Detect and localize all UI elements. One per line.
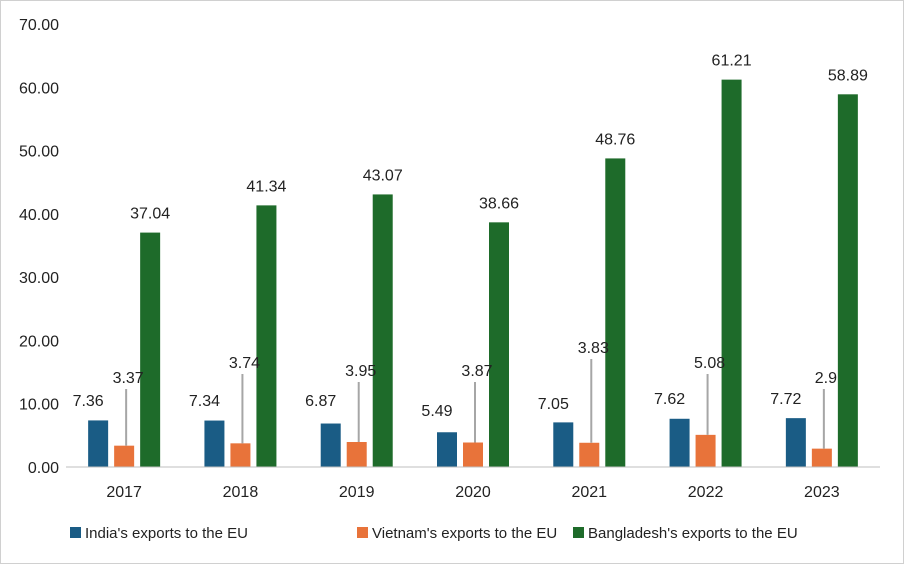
- data-label-india: 7.72: [770, 391, 801, 408]
- bar-vietnam: [695, 434, 716, 467]
- bar-india: [553, 422, 574, 467]
- bar-vietnam: [579, 442, 600, 467]
- bar-india: [669, 418, 690, 467]
- data-label-vietnam: 3.74: [229, 355, 260, 372]
- legend-label: Vietnam's exports to the EU: [372, 525, 557, 542]
- bar-bangladesh: [489, 222, 509, 467]
- data-label-bangladesh: 61.21: [712, 53, 752, 70]
- bar-vietnam: [811, 448, 832, 467]
- bar-india: [437, 432, 457, 467]
- data-label-vietnam: 3.83: [578, 340, 609, 357]
- x-axis: 2017 2018 2019 2020 2021 2022 2023: [106, 484, 839, 501]
- data-label-bangladesh: 58.89: [828, 67, 868, 84]
- bar-bangladesh: [372, 194, 393, 468]
- bar-vietnam: [346, 442, 367, 467]
- bar-india: [320, 423, 341, 467]
- data-label-bangladesh: 43.07: [363, 167, 403, 184]
- y-tick-label: 20.00: [19, 333, 59, 350]
- x-tick-label: 2018: [223, 484, 259, 501]
- data-label-bangladesh: 38.66: [479, 195, 519, 212]
- bar-vietnam: [114, 445, 135, 467]
- y-tick-label: 50.00: [19, 144, 59, 161]
- bar-bangladesh: [256, 205, 277, 467]
- y-tick-label: 40.00: [19, 207, 59, 224]
- data-labels: 7.36 3.37 37.04 7.34 3.74 41.34 6.87 3.95 43.07 5…: [73, 53, 868, 420]
- y-tick-label: 0.00: [28, 460, 59, 477]
- data-label-india: 6.87: [305, 393, 336, 410]
- bar-vietnam: [230, 443, 251, 467]
- legend-swatch: [357, 527, 368, 538]
- x-tick-label: 2019: [339, 484, 375, 501]
- bar-vietnam: [463, 442, 483, 467]
- data-label-india: 7.36: [73, 393, 104, 410]
- x-tick-label: 2017: [106, 484, 142, 501]
- legend-swatch: [573, 527, 584, 538]
- leader-lines: [125, 359, 825, 449]
- data-label-vietnam: 5.08: [694, 355, 725, 372]
- bar-bangladesh: [721, 79, 742, 467]
- y-tick-label: 60.00: [19, 80, 59, 97]
- data-label-vietnam: 2.9: [815, 370, 837, 387]
- y-tick-label: 10.00: [19, 397, 59, 414]
- legend-label: Bangladesh's exports to the EU: [588, 525, 798, 542]
- bar-india: [88, 420, 109, 467]
- y-axis: 0.00 10.00 20.00 30.00 40.00 50.00 60.00 70.00: [19, 17, 59, 477]
- bar-bangladesh: [605, 158, 626, 467]
- data-label-bangladesh: 48.76: [595, 131, 635, 148]
- data-label-india: 5.49: [421, 403, 452, 420]
- data-label-bangladesh: 37.04: [130, 206, 170, 223]
- y-tick-label: 30.00: [19, 270, 59, 287]
- legend-label: India's exports to the EU: [85, 525, 248, 542]
- data-label-vietnam: 3.95: [345, 363, 376, 380]
- bar-india: [204, 420, 225, 467]
- data-label-vietnam: 3.37: [113, 370, 144, 387]
- x-tick-label: 2023: [804, 484, 840, 501]
- data-label-india: 7.05: [538, 396, 569, 413]
- x-tick-label: 2021: [571, 484, 607, 501]
- data-label-bangladesh: 41.34: [246, 178, 286, 195]
- data-label-india: 7.62: [654, 391, 685, 408]
- bar-bangladesh: [140, 232, 161, 467]
- legend: India's exports to the EU Vietnam's expor…: [70, 525, 798, 542]
- bar-india: [785, 418, 806, 467]
- x-tick-label: 2022: [688, 484, 724, 501]
- data-label-vietnam: 3.87: [461, 363, 492, 380]
- legend-swatch: [70, 527, 81, 538]
- bar-bangladesh: [837, 94, 858, 467]
- y-tick-label: 70.00: [19, 17, 59, 34]
- bar-series: [88, 79, 858, 468]
- data-label-india: 7.34: [189, 393, 220, 410]
- x-tick-label: 2020: [455, 484, 491, 501]
